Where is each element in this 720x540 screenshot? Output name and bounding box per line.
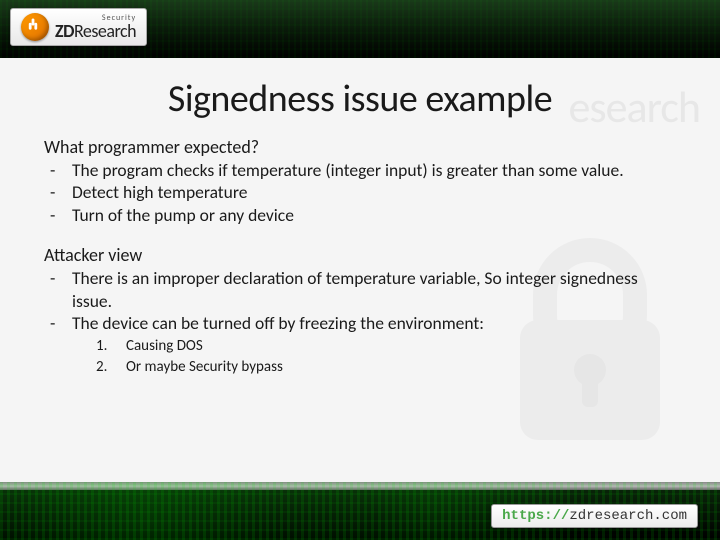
header-bar: Security ZDResearch (0, 0, 720, 58)
logo-badge: Security ZDResearch (10, 8, 147, 46)
url-badge: https://zdresearch.com (491, 504, 698, 528)
section-1-list: The program checks if temperature (integ… (44, 159, 676, 226)
section-2-list: There is an improper declaration of temp… (44, 267, 676, 334)
logo-icon (21, 13, 49, 41)
logo-main-text: ZDResearch (55, 22, 136, 40)
list-item: The program checks if temperature (integ… (44, 159, 676, 181)
list-item: Detect high temperature (44, 181, 676, 203)
numbered-sublist: 1.Causing DOS 2.Or maybe Security bypass (44, 336, 676, 377)
list-item: There is an improper declaration of temp… (44, 267, 676, 312)
section-2-heading: Attacker view (44, 244, 676, 266)
slide-title: Signedness issue example (44, 76, 676, 122)
url-protocol: https:// (502, 508, 569, 524)
footer-bar: https://zdresearch.com (0, 482, 720, 540)
list-item: Turn of the pump or any device (44, 204, 676, 226)
list-item: The device can be turned off by freezing… (44, 312, 676, 334)
logo-text: Security ZDResearch (55, 14, 136, 40)
url-domain: zdresearch.com (569, 508, 687, 524)
slide-body: Signedness issue example What programmer… (0, 58, 720, 377)
list-item: 1.Causing DOS (96, 336, 676, 356)
list-item: 2.Or maybe Security bypass (96, 357, 676, 377)
section-1-heading: What programmer expected? (44, 136, 676, 158)
